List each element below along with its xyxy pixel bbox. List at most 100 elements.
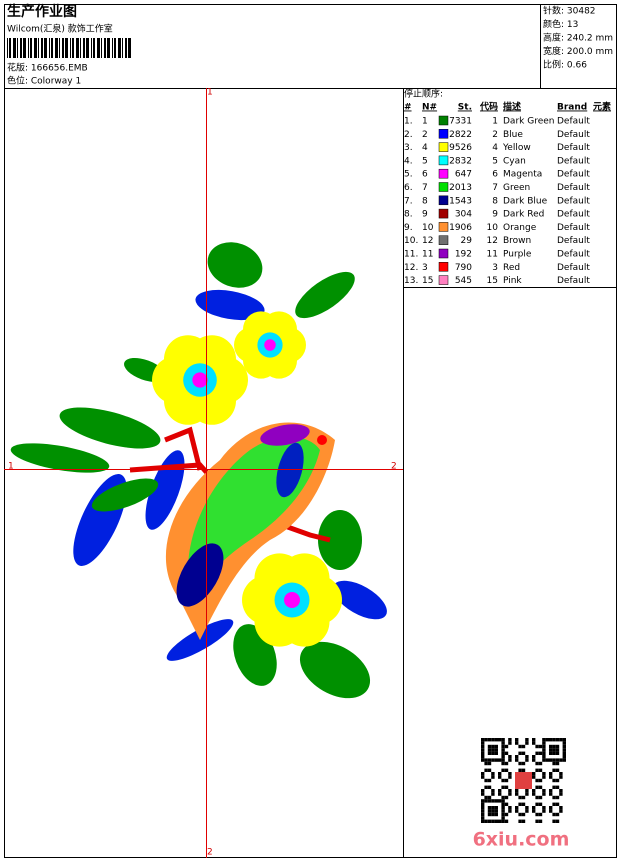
column-header: 描述: [503, 101, 521, 113]
qr-cell: [559, 806, 563, 810]
qr-cell: [504, 795, 509, 800]
qr-cell: [532, 806, 536, 810]
bar: [51, 38, 53, 58]
stitches: 9526: [449, 143, 472, 153]
qr-cell: [555, 785, 560, 789]
brand: Default: [557, 170, 590, 180]
qr-cell: [521, 744, 526, 749]
qr-cell: [501, 744, 505, 749]
qr-cell: [535, 751, 539, 755]
qr-cell: [501, 755, 505, 759]
qr-cell: [484, 738, 488, 742]
qr-cell: [501, 795, 505, 800]
qr-cell: [552, 812, 556, 817]
qr-cell: [559, 772, 563, 776]
stat: 高度: 240.2 mm: [543, 32, 613, 44]
needle: 15: [422, 276, 433, 286]
qr-cell: [552, 768, 556, 772]
qr-cell: [481, 748, 485, 752]
qr-cell: [542, 748, 546, 752]
flower-center: [264, 339, 276, 351]
needle: 4: [422, 143, 428, 153]
needle: 12: [422, 236, 433, 246]
code: 7: [492, 183, 498, 193]
embroidery-artwork: [10, 242, 387, 699]
qr-cell: [487, 751, 492, 755]
qr-cell: [521, 768, 526, 772]
qr-cell: [487, 785, 492, 789]
qr-cell: [549, 748, 553, 752]
needle: 2: [422, 130, 428, 140]
qr-cell: [555, 778, 560, 783]
qr-cell: [504, 812, 509, 817]
qr-cell: [538, 795, 543, 800]
row-number: 7.: [404, 196, 413, 206]
qr-cell: [491, 819, 495, 823]
qr-cell: [525, 789, 529, 793]
qr-cell: [481, 816, 485, 820]
qr-cell: [484, 778, 488, 783]
column-header: 代码: [479, 101, 498, 113]
qr-cell: [521, 751, 526, 755]
qr-cell: [501, 785, 505, 789]
column-header: Brand: [557, 103, 587, 113]
qr-cell: [484, 758, 488, 762]
color-swatch: [438, 115, 449, 126]
qr-cell: [538, 778, 543, 783]
qr-cell: [504, 751, 509, 755]
code: 9: [492, 210, 498, 220]
qr-cell: [518, 795, 522, 800]
code: 10: [487, 223, 499, 233]
qr-cell: [535, 802, 539, 806]
description: Blue: [503, 130, 523, 140]
qr-cell: [549, 772, 553, 776]
qr-cell: [515, 806, 519, 810]
color-swatch: [438, 155, 449, 166]
color-swatch: [438, 235, 449, 245]
qr-cell: [494, 748, 498, 752]
design-file: 花版: 166656.EMB: [7, 62, 88, 74]
qr-cell: [521, 802, 526, 806]
qr-cell: [562, 755, 566, 759]
qr-logo: [515, 772, 532, 789]
code: 11: [487, 250, 498, 260]
qr-cell: [487, 768, 492, 772]
qr-cell: [521, 795, 526, 800]
qr-cell: [508, 789, 512, 793]
qr-cell: [542, 792, 546, 796]
color-swatch: [438, 222, 449, 232]
qr-cell: [515, 792, 519, 796]
description: Brown: [503, 236, 531, 246]
row-number: 11.: [404, 250, 418, 260]
bar: [28, 38, 29, 58]
qr-cell: [562, 738, 566, 742]
colorway: 色位: Colorway 1: [7, 75, 81, 87]
qr-cell: [552, 802, 556, 806]
qr-cell: [498, 819, 502, 823]
watermark: 6xiu.com: [473, 829, 570, 851]
bar: [122, 38, 123, 58]
qr-cell: [542, 755, 546, 759]
brand: Default: [557, 276, 590, 286]
qr-cell: [491, 758, 495, 762]
bar: [128, 38, 131, 58]
qr-cell: [555, 795, 560, 800]
description: Green: [503, 183, 530, 193]
qr-cell: [525, 792, 529, 796]
qr-cell: [562, 744, 566, 749]
qr-cell: [498, 799, 502, 803]
qr-cell: [504, 785, 509, 789]
qr-cell: [481, 751, 485, 755]
needle: 9: [422, 210, 428, 220]
needle: 6: [422, 170, 428, 180]
qr-cell: [481, 806, 485, 810]
qr-cell: [501, 738, 505, 742]
qr-cell: [545, 738, 549, 742]
qr-cell: [501, 812, 505, 817]
stat: 宽度: 200.0 mm: [543, 45, 613, 57]
qr-cell: [494, 812, 498, 817]
qr-cell: [515, 789, 519, 793]
qr-cell: [535, 744, 539, 749]
code: 2: [492, 130, 498, 140]
qr-cell: [555, 744, 560, 749]
